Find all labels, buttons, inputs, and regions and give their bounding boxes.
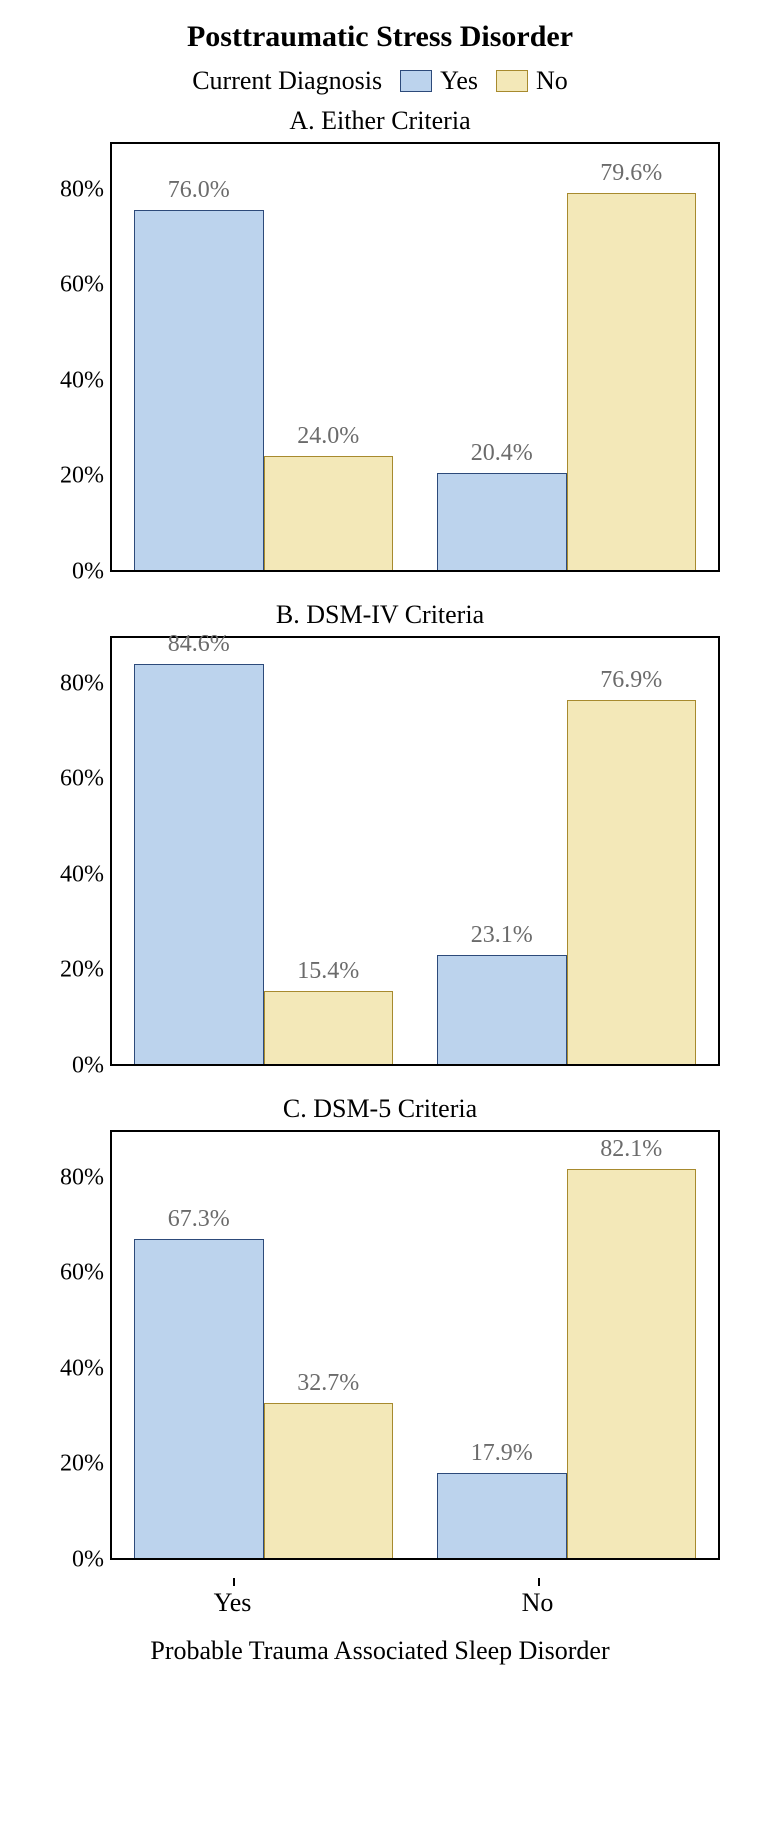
- group-1: 23.1% 76.9%: [415, 638, 718, 1064]
- bar-wrap: 82.1%: [567, 1132, 697, 1558]
- y-axis-0: 0%20%40%60%80%: [40, 142, 110, 572]
- bar-label: 84.6%: [168, 631, 230, 658]
- bar-wrap: 79.6%: [567, 144, 697, 570]
- group-0: 67.3% 32.7%: [112, 1132, 415, 1558]
- legend-text-no: No: [536, 66, 568, 96]
- group-1: 20.4% 79.6%: [415, 144, 718, 570]
- y-tick: 0%: [44, 559, 104, 586]
- legend-item-yes: Yes: [400, 66, 478, 96]
- y-tick: 0%: [44, 1053, 104, 1080]
- y-axis-2: 0%20%40%60%80%: [40, 1130, 110, 1560]
- x-tick-no: No: [385, 1588, 690, 1618]
- y-tick: 20%: [44, 463, 104, 490]
- bars-area: 84.6% 15.4% 23.1% 76.9%: [112, 638, 718, 1064]
- bar-wrap: 24.0%: [264, 144, 394, 570]
- bar-label: 20.4%: [471, 440, 533, 467]
- legend-item-no: No: [496, 66, 568, 96]
- bar-label: 32.7%: [297, 1370, 359, 1397]
- legend: Current Diagnosis Yes No: [10, 66, 750, 96]
- bar: [437, 473, 567, 570]
- bar-label: 17.9%: [471, 1440, 533, 1467]
- y-tick: 80%: [44, 1164, 104, 1191]
- bar-wrap: 20.4%: [437, 144, 567, 570]
- bar: [134, 664, 264, 1064]
- swatch-no: [496, 70, 528, 92]
- bar-wrap: 76.9%: [567, 638, 697, 1064]
- bar-wrap: 67.3%: [134, 1132, 264, 1558]
- panel-1: B. DSM-IV Criteria0%20%40%60%80%84.6%15.…: [40, 600, 720, 1066]
- bar: [437, 1473, 567, 1558]
- bars-area: 76.0% 24.0% 20.4% 79.6%: [112, 144, 718, 570]
- swatch-yes: [400, 70, 432, 92]
- y-tick: 80%: [44, 670, 104, 697]
- plot-wrap-0: 0%20%40%60%80%76.0%24.0%20.4%79.6%: [40, 142, 720, 572]
- bar-label: 15.4%: [297, 958, 359, 985]
- bar: [567, 193, 697, 570]
- bar-wrap: 23.1%: [437, 638, 567, 1064]
- y-tick: 60%: [44, 272, 104, 299]
- main-title: Posttraumatic Stress Disorder: [10, 20, 750, 54]
- bar: [264, 456, 394, 570]
- group-0: 84.6% 15.4%: [112, 638, 415, 1064]
- bar-wrap: 84.6%: [134, 638, 264, 1064]
- bar: [134, 1239, 264, 1558]
- bar: [134, 210, 264, 570]
- bar-wrap: 15.4%: [264, 638, 394, 1064]
- legend-label: Current Diagnosis: [192, 66, 382, 96]
- x-axis-label: Probable Trauma Associated Sleep Disorde…: [10, 1636, 750, 1666]
- panel-title-0: A. Either Criteria: [40, 106, 720, 136]
- y-axis-1: 0%20%40%60%80%: [40, 636, 110, 1066]
- bar-label: 76.0%: [168, 177, 230, 204]
- group-0: 76.0% 24.0%: [112, 144, 415, 570]
- bar-label: 79.6%: [600, 160, 662, 187]
- y-tick: 20%: [44, 1451, 104, 1478]
- bar-label: 76.9%: [600, 667, 662, 694]
- x-axis: Yes No: [80, 1588, 690, 1618]
- bar: [264, 1403, 394, 1558]
- bar-label: 24.0%: [297, 423, 359, 450]
- plot-0: 76.0% 24.0% 20.4% 79.6%: [110, 142, 720, 572]
- panel-0: A. Either Criteria0%20%40%60%80%76.0%24.…: [40, 106, 720, 572]
- plot-wrap-1: 0%20%40%60%80%84.6%15.4%23.1%76.9%: [40, 636, 720, 1066]
- bar-wrap: 76.0%: [134, 144, 264, 570]
- bar-label: 82.1%: [600, 1136, 662, 1163]
- y-tick: 0%: [44, 1547, 104, 1574]
- bar: [567, 700, 697, 1064]
- panels-container: A. Either Criteria 0% 20% 40% 60% 80% 76.0% 24.…: [10, 106, 750, 1560]
- y-tick: 40%: [44, 367, 104, 394]
- panel-2: C. DSM-5 Criteria0%20%40%60%80%67.3%32.7…: [40, 1094, 720, 1560]
- x-tick-yes: Yes: [80, 1588, 385, 1618]
- plot-2: 67.3% 32.7% 17.9% 82.1%: [110, 1130, 720, 1560]
- panel-title-1: B. DSM-IV Criteria: [40, 600, 720, 630]
- y-tick: 60%: [44, 1260, 104, 1287]
- bar: [437, 955, 567, 1064]
- group-1: 17.9% 82.1%: [415, 1132, 718, 1558]
- bar: [567, 1169, 697, 1558]
- y-tick: 40%: [44, 1355, 104, 1382]
- bar-wrap: 17.9%: [437, 1132, 567, 1558]
- bar-wrap: 32.7%: [264, 1132, 394, 1558]
- plot-1: 84.6% 15.4% 23.1% 76.9%: [110, 636, 720, 1066]
- legend-text-yes: Yes: [440, 66, 478, 96]
- bar-label: 23.1%: [471, 922, 533, 949]
- bar: [264, 991, 394, 1064]
- panel-title-2: C. DSM-5 Criteria: [40, 1094, 720, 1124]
- bars-area: 67.3% 32.7% 17.9% 82.1%: [112, 1132, 718, 1558]
- bar-label: 67.3%: [168, 1206, 230, 1233]
- y-tick: 40%: [44, 861, 104, 888]
- y-tick: 60%: [44, 766, 104, 793]
- y-tick: 20%: [44, 957, 104, 984]
- y-tick: 80%: [44, 176, 104, 203]
- plot-wrap-2: 0%20%40%60%80%67.3%32.7%17.9%82.1%: [40, 1130, 720, 1560]
